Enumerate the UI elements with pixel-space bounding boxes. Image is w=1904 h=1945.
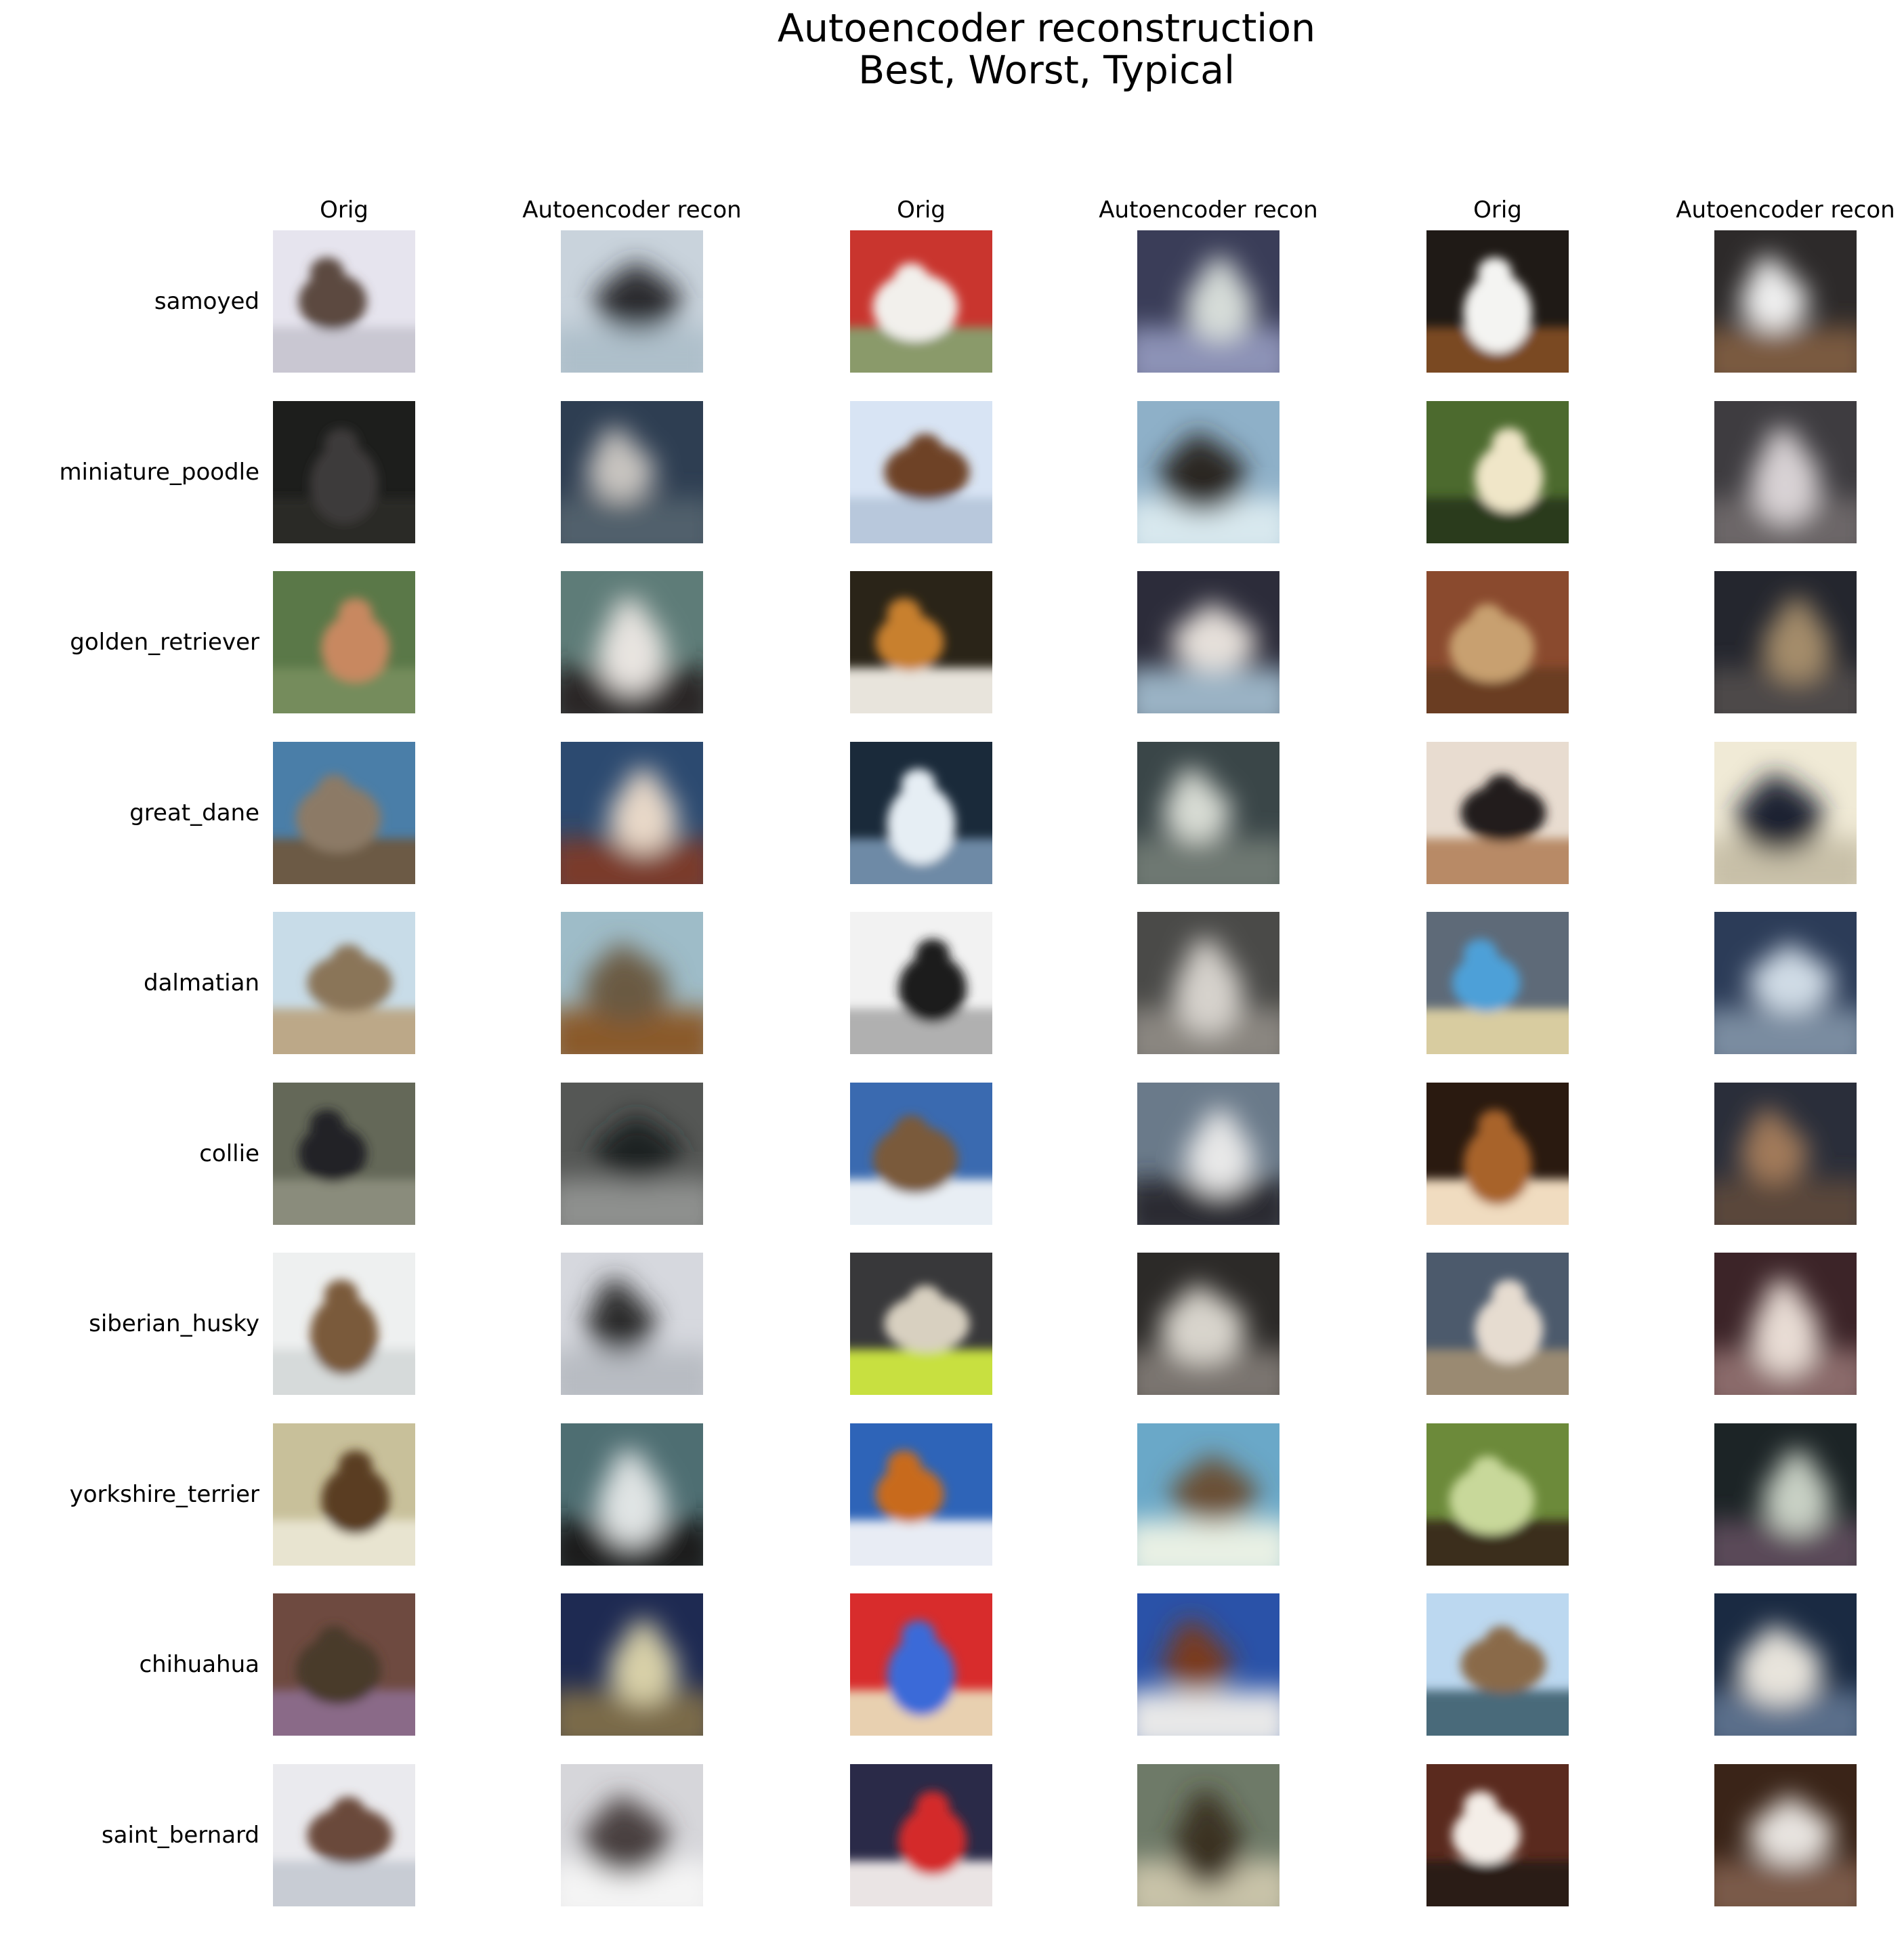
orig-image-great-dane-1 bbox=[273, 741, 415, 884]
orig-image-golden-retriever-3 bbox=[1426, 571, 1569, 713]
row-label-miniature-poodle: miniature_poodle bbox=[59, 458, 259, 486]
orig-image-saint-bernard-3 bbox=[1426, 1763, 1569, 1906]
column-header-6: Autoencoder recon bbox=[1676, 196, 1895, 224]
orig-image-siberian-husky-1 bbox=[273, 1253, 415, 1395]
recon-image-samoyed-1 bbox=[561, 230, 703, 373]
orig-image-siberian-husky-3 bbox=[1426, 1253, 1569, 1395]
orig-image-miniature-poodle-2 bbox=[850, 400, 992, 543]
row-label-dalmatian: dalmatian bbox=[144, 969, 259, 997]
orig-image-golden-retriever-2 bbox=[850, 571, 992, 713]
recon-image-siberian-husky-3 bbox=[1714, 1253, 1857, 1395]
orig-image-samoyed-1 bbox=[273, 230, 415, 373]
orig-image-samoyed-2 bbox=[850, 230, 992, 373]
recon-image-dalmatian-1 bbox=[561, 912, 703, 1054]
orig-image-collie-2 bbox=[850, 1082, 992, 1225]
orig-image-chihuahua-2 bbox=[850, 1593, 992, 1736]
row-label-golden-retriever: golden_retriever bbox=[70, 629, 259, 656]
column-header-4: Autoencoder recon bbox=[1099, 196, 1318, 224]
recon-image-miniature-poodle-3 bbox=[1714, 400, 1857, 543]
recon-image-great-dane-2 bbox=[1137, 741, 1279, 884]
orig-image-yorkshire-terrier-2 bbox=[850, 1423, 992, 1566]
column-header-2: Autoencoder recon bbox=[522, 196, 742, 224]
recon-image-saint-bernard-2 bbox=[1137, 1763, 1279, 1906]
recon-image-samoyed-2 bbox=[1137, 230, 1279, 373]
recon-image-yorkshire-terrier-3 bbox=[1714, 1423, 1857, 1566]
row-label-yorkshire-terrier: yorkshire_terrier bbox=[69, 1480, 259, 1508]
orig-image-collie-1 bbox=[273, 1082, 415, 1225]
recon-image-great-dane-3 bbox=[1714, 741, 1857, 884]
row-label-siberian-husky: siberian_husky bbox=[89, 1310, 259, 1337]
orig-image-dalmatian-1 bbox=[273, 912, 415, 1054]
recon-image-miniature-poodle-2 bbox=[1137, 400, 1279, 543]
recon-image-miniature-poodle-1 bbox=[561, 400, 703, 543]
orig-image-samoyed-3 bbox=[1426, 230, 1569, 373]
orig-image-saint-bernard-1 bbox=[273, 1763, 415, 1906]
orig-image-miniature-poodle-1 bbox=[273, 400, 415, 543]
recon-image-samoyed-3 bbox=[1714, 230, 1857, 373]
orig-image-dalmatian-2 bbox=[850, 912, 992, 1054]
recon-image-yorkshire-terrier-2 bbox=[1137, 1423, 1279, 1566]
row-label-chihuahua: chihuahua bbox=[139, 1651, 259, 1678]
row-label-samoyed: samoyed bbox=[154, 288, 259, 315]
recon-image-golden-retriever-1 bbox=[561, 571, 703, 713]
orig-image-yorkshire-terrier-1 bbox=[273, 1423, 415, 1566]
orig-image-siberian-husky-2 bbox=[850, 1253, 992, 1395]
recon-image-collie-3 bbox=[1714, 1082, 1857, 1225]
column-header-1: Orig bbox=[320, 196, 368, 224]
orig-image-golden-retriever-1 bbox=[273, 571, 415, 713]
column-header-3: Orig bbox=[897, 196, 946, 224]
recon-image-saint-bernard-3 bbox=[1714, 1763, 1857, 1906]
recon-image-dalmatian-2 bbox=[1137, 912, 1279, 1054]
recon-image-chihuahua-3 bbox=[1714, 1593, 1857, 1736]
orig-image-collie-3 bbox=[1426, 1082, 1569, 1225]
recon-image-collie-2 bbox=[1137, 1082, 1279, 1225]
recon-image-chihuahua-1 bbox=[561, 1593, 703, 1736]
recon-image-siberian-husky-1 bbox=[561, 1253, 703, 1395]
recon-image-golden-retriever-3 bbox=[1714, 571, 1857, 713]
recon-image-golden-retriever-2 bbox=[1137, 571, 1279, 713]
recon-image-chihuahua-2 bbox=[1137, 1593, 1279, 1736]
figure-title-line-2: Best, Worst, Typical bbox=[858, 48, 1235, 93]
row-label-saint-bernard: saint_bernard bbox=[101, 1821, 259, 1849]
row-label-great-dane: great_dane bbox=[129, 799, 259, 827]
orig-image-saint-bernard-2 bbox=[850, 1763, 992, 1906]
orig-image-yorkshire-terrier-3 bbox=[1426, 1423, 1569, 1566]
column-header-5: Orig bbox=[1473, 196, 1522, 224]
orig-image-chihuahua-3 bbox=[1426, 1593, 1569, 1736]
orig-image-dalmatian-3 bbox=[1426, 912, 1569, 1054]
recon-image-great-dane-1 bbox=[561, 741, 703, 884]
orig-image-chihuahua-1 bbox=[273, 1593, 415, 1736]
orig-image-great-dane-3 bbox=[1426, 741, 1569, 884]
row-label-collie: collie bbox=[199, 1139, 259, 1167]
recon-image-yorkshire-terrier-1 bbox=[561, 1423, 703, 1566]
recon-image-collie-1 bbox=[561, 1082, 703, 1225]
figure-title-line-1: Autoencoder reconstruction bbox=[777, 6, 1316, 51]
recon-image-siberian-husky-2 bbox=[1137, 1253, 1279, 1395]
orig-image-miniature-poodle-3 bbox=[1426, 400, 1569, 543]
orig-image-great-dane-2 bbox=[850, 741, 992, 884]
recon-image-saint-bernard-1 bbox=[561, 1763, 703, 1906]
recon-image-dalmatian-3 bbox=[1714, 912, 1857, 1054]
